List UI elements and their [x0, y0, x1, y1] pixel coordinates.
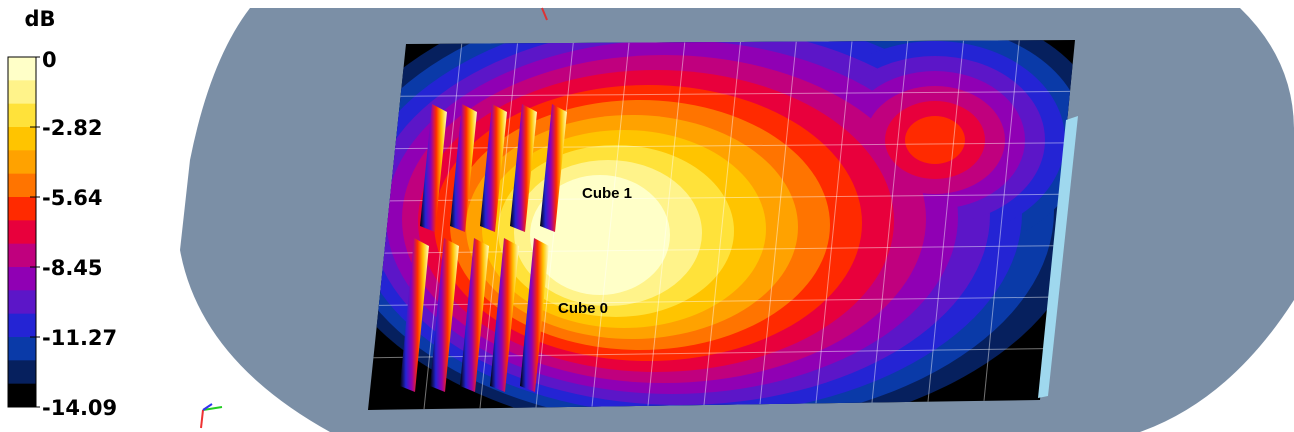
colorbar-band [8, 267, 36, 291]
mesh-line [983, 40, 1020, 401]
colorbar-band [8, 360, 36, 385]
mesh-line [373, 348, 1046, 359]
colorbar-band [8, 150, 36, 175]
contour [530, 175, 670, 295]
colorbar-band [8, 80, 36, 105]
colorbar-band [8, 173, 36, 198]
mesh-line [384, 245, 1056, 254]
colorbar-band [8, 383, 36, 408]
mesh-line [591, 42, 630, 407]
mesh-line [927, 40, 964, 402]
contour [905, 116, 965, 164]
mesh-line [400, 90, 1071, 97]
colorbar-tick-label: -14.09 [42, 396, 117, 420]
colorbar-tick-label: -8.45 [42, 256, 103, 280]
colorbar-frame [7, 56, 37, 408]
mesh-line [871, 40, 909, 403]
axis-triad [200, 403, 223, 429]
fin [420, 104, 447, 232]
fin [460, 238, 489, 392]
colorbar-tick-label: -5.64 [42, 186, 103, 210]
fin [520, 238, 549, 392]
fin [540, 104, 567, 232]
colorbar-tick-label: -2.82 [42, 116, 103, 140]
colorbar-title: dB [24, 7, 55, 31]
cube-label: Cube 0 [558, 300, 608, 317]
colorbar-band [8, 313, 36, 338]
fin [510, 104, 537, 232]
fin [430, 238, 459, 392]
marker [541, 7, 548, 21]
mesh-line [389, 193, 1061, 202]
colorbar-tick-label: 0 [42, 48, 57, 72]
colorbar: dB 0 -2.82 -5.64 -8.45 -11.27 -14.09 [7, 7, 117, 420]
colorbar-band [8, 127, 36, 151]
fin [490, 238, 519, 392]
mesh-line [647, 42, 686, 406]
colorbar-band [8, 290, 36, 315]
mesh-line [479, 43, 518, 409]
mesh-line [815, 41, 853, 404]
viewport: Cube 1 Cube 0 [170, 7, 1294, 432]
mesh-line [378, 296, 1051, 306]
mesh-line [759, 41, 797, 405]
colorbar-tick-label: -11.27 [42, 326, 117, 350]
colorbar-band [8, 337, 36, 361]
fin [480, 104, 507, 232]
colorbar-band [8, 57, 36, 81]
fin [450, 104, 477, 232]
colorbar-band [8, 243, 36, 268]
wall [1038, 116, 1078, 398]
cube-label: Cube 1 [582, 185, 632, 202]
cubes [400, 104, 567, 392]
colorbar-band [8, 197, 36, 221]
mesh-line [423, 43, 463, 410]
mesh-line [395, 142, 1066, 150]
colorbar-band [8, 220, 36, 245]
fin [400, 238, 429, 392]
colorbar-band [8, 103, 36, 128]
mesh-line [703, 41, 741, 406]
